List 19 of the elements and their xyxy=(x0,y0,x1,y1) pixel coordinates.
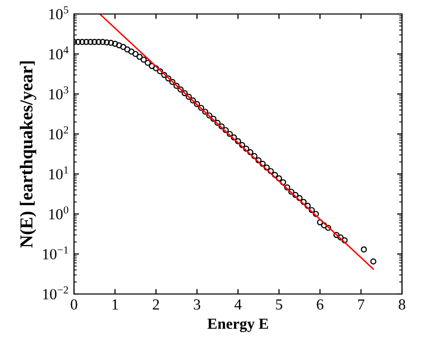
x-axis-title: Energy E xyxy=(207,318,268,332)
x-tick-label: 6 xyxy=(316,299,324,310)
y-tick-label: 10$^{1}$ xyxy=(49,166,68,180)
x-tick-label: 5 xyxy=(276,299,282,310)
x-tick-label: 1 xyxy=(112,299,118,310)
x-tick-label: 7 xyxy=(358,299,364,310)
x-tick-label: 4 xyxy=(234,299,242,310)
y-tick-label: 10$^{0}$ xyxy=(49,206,68,220)
y-tick-label: 10$^{3}$ xyxy=(49,86,68,100)
y-tick-label: 10$^{5}$ xyxy=(49,6,68,20)
y-tick-label: 10$^{4}$ xyxy=(49,46,69,60)
y-tick-label: 10$^{2}$ xyxy=(49,126,68,140)
x-tick-label: 3 xyxy=(194,299,200,310)
y-tick-label: 10$^{−1}$ xyxy=(43,246,68,260)
x-tick-label: 2 xyxy=(152,299,159,310)
y-axis-title: N(E) [earthquakes/year] xyxy=(20,61,36,248)
x-tick-label: 8 xyxy=(398,299,406,310)
x-tick-label: 0 xyxy=(70,299,78,310)
y-tick-label: 10$^{−2}$ xyxy=(43,286,68,300)
